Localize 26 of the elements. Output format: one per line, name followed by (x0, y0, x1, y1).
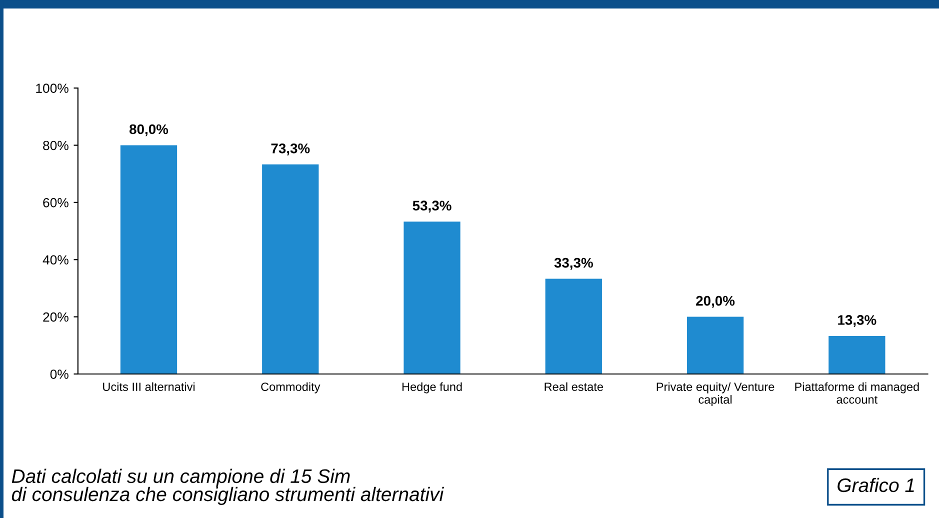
data-label: 33,3% (554, 258, 593, 270)
y-tick-label: 100% (36, 84, 68, 93)
bar (404, 222, 460, 374)
y-tick-label: 0% (50, 370, 68, 379)
data-label: 53,3% (412, 200, 452, 213)
x-tick-label: Piattaforme di managed account (795, 382, 919, 404)
data-label: 20,0% (696, 296, 735, 308)
y-tick-label: 40% (42, 255, 68, 265)
data-label: 13,3% (838, 315, 876, 327)
data-label: 73,3% (271, 143, 310, 156)
text: Dati calcolati su un campione di 15 Sim di consulenza che consigliano strumenti alternativi (12, 468, 444, 506)
bar (686, 316, 744, 374)
x-tick-label: Private equity/ Venture capital (656, 382, 774, 406)
y-tick-label: 80% (43, 140, 68, 150)
bar (262, 164, 319, 374)
x-tick-label: Ucits III alternativi (103, 382, 195, 391)
text: Grafico 1 (838, 478, 914, 492)
x-tick-label: Hedge fund (402, 382, 462, 394)
bar (545, 278, 602, 374)
data-label: 80,0% (130, 124, 168, 136)
bar (828, 336, 886, 374)
y-tick-label: 20% (43, 312, 68, 322)
x-tick-label: Commodity (261, 382, 320, 394)
bar (120, 145, 178, 374)
x-tick-label: Real estate (544, 382, 603, 391)
y-tick-label: 60% (43, 198, 68, 208)
